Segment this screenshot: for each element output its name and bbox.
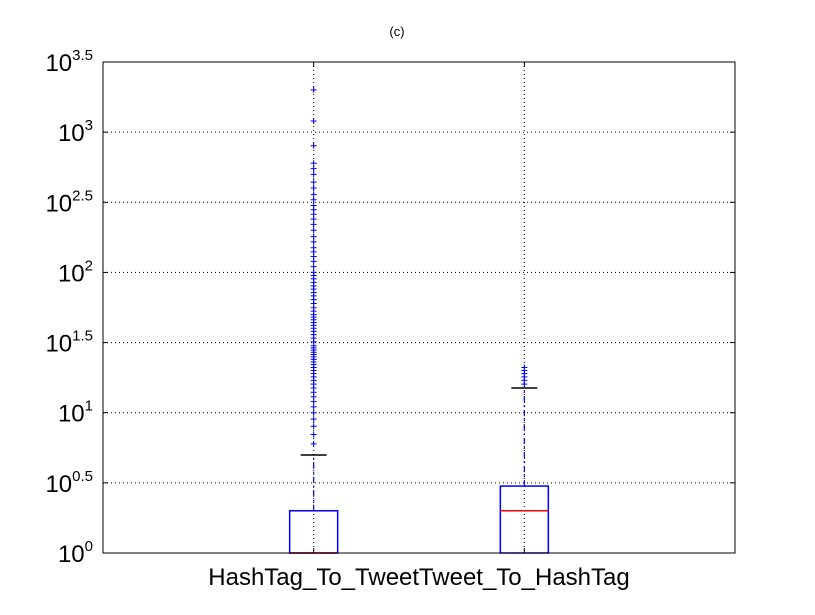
y-tick-exponent: 2 xyxy=(85,257,93,274)
y-tick-exponent: 1 xyxy=(85,398,93,415)
outlier-marker xyxy=(310,269,317,276)
outlier-marker xyxy=(310,142,317,149)
plot-frame xyxy=(102,61,736,554)
y-tick-base: 10 xyxy=(58,120,85,147)
outlier-marker xyxy=(310,440,317,447)
outlier-marker xyxy=(310,202,317,209)
y-tick-exponent: 2.5 xyxy=(72,187,93,204)
x-tick-label: HashTag_To_Tweet xyxy=(208,564,419,591)
outlier-marker xyxy=(310,233,317,240)
y-tick-exponent: 0 xyxy=(85,538,93,555)
y-tick-base: 10 xyxy=(45,471,72,498)
y-tick-exponent: 1.5 xyxy=(72,328,93,345)
y-tick-base: 10 xyxy=(45,331,72,358)
y-tick-label: 101 xyxy=(58,398,93,428)
y-tick-base: 10 xyxy=(45,190,72,217)
outlier-marker xyxy=(310,179,317,186)
y-tick-label: 102 xyxy=(58,257,93,287)
outlier-marker xyxy=(310,244,317,251)
outlier-marker xyxy=(310,416,317,423)
y-tick-label: 100.5 xyxy=(45,468,93,498)
chart-title: (c) xyxy=(389,24,404,39)
outlier-marker xyxy=(310,171,317,178)
y-tick-base: 10 xyxy=(58,260,85,287)
outlier-marker xyxy=(310,403,317,410)
y-tick-exponent: 3.5 xyxy=(72,47,93,64)
y-tick-label: 103.5 xyxy=(45,47,93,77)
outlier-marker xyxy=(310,184,317,191)
outlier-marker xyxy=(310,238,317,245)
y-tick-base: 10 xyxy=(58,401,85,428)
outlier-marker xyxy=(310,423,317,430)
outlier-marker xyxy=(310,118,317,125)
outlier-marker xyxy=(310,263,317,270)
outlier-marker xyxy=(310,86,317,93)
y-tick-label: 100 xyxy=(58,538,93,568)
outlier-marker xyxy=(310,165,317,172)
y-tick-label: 102.5 xyxy=(45,187,93,217)
y-tick-exponent: 0.5 xyxy=(72,468,93,485)
outlier-marker xyxy=(310,196,317,203)
outlier-marker xyxy=(310,191,317,198)
y-tick-exponent: 3 xyxy=(85,117,93,134)
x-axis-ticks: HashTag_To_Tweet Tweet_To_HashTag xyxy=(208,62,630,591)
y-tick-label: 103 xyxy=(58,117,93,147)
y-tick-base: 10 xyxy=(45,50,72,77)
outlier-marker xyxy=(310,431,317,438)
y-tick-label: 101.5 xyxy=(45,328,93,358)
outlier-marker xyxy=(310,409,317,416)
outlier-marker xyxy=(310,160,317,167)
outlier-marker xyxy=(310,221,317,228)
y-tick-base: 10 xyxy=(58,541,85,568)
x-tick-label: Tweet_To_HashTag xyxy=(419,564,630,591)
outlier-marker xyxy=(521,364,528,371)
grid-lines xyxy=(103,62,735,553)
outlier-marker xyxy=(310,227,317,234)
